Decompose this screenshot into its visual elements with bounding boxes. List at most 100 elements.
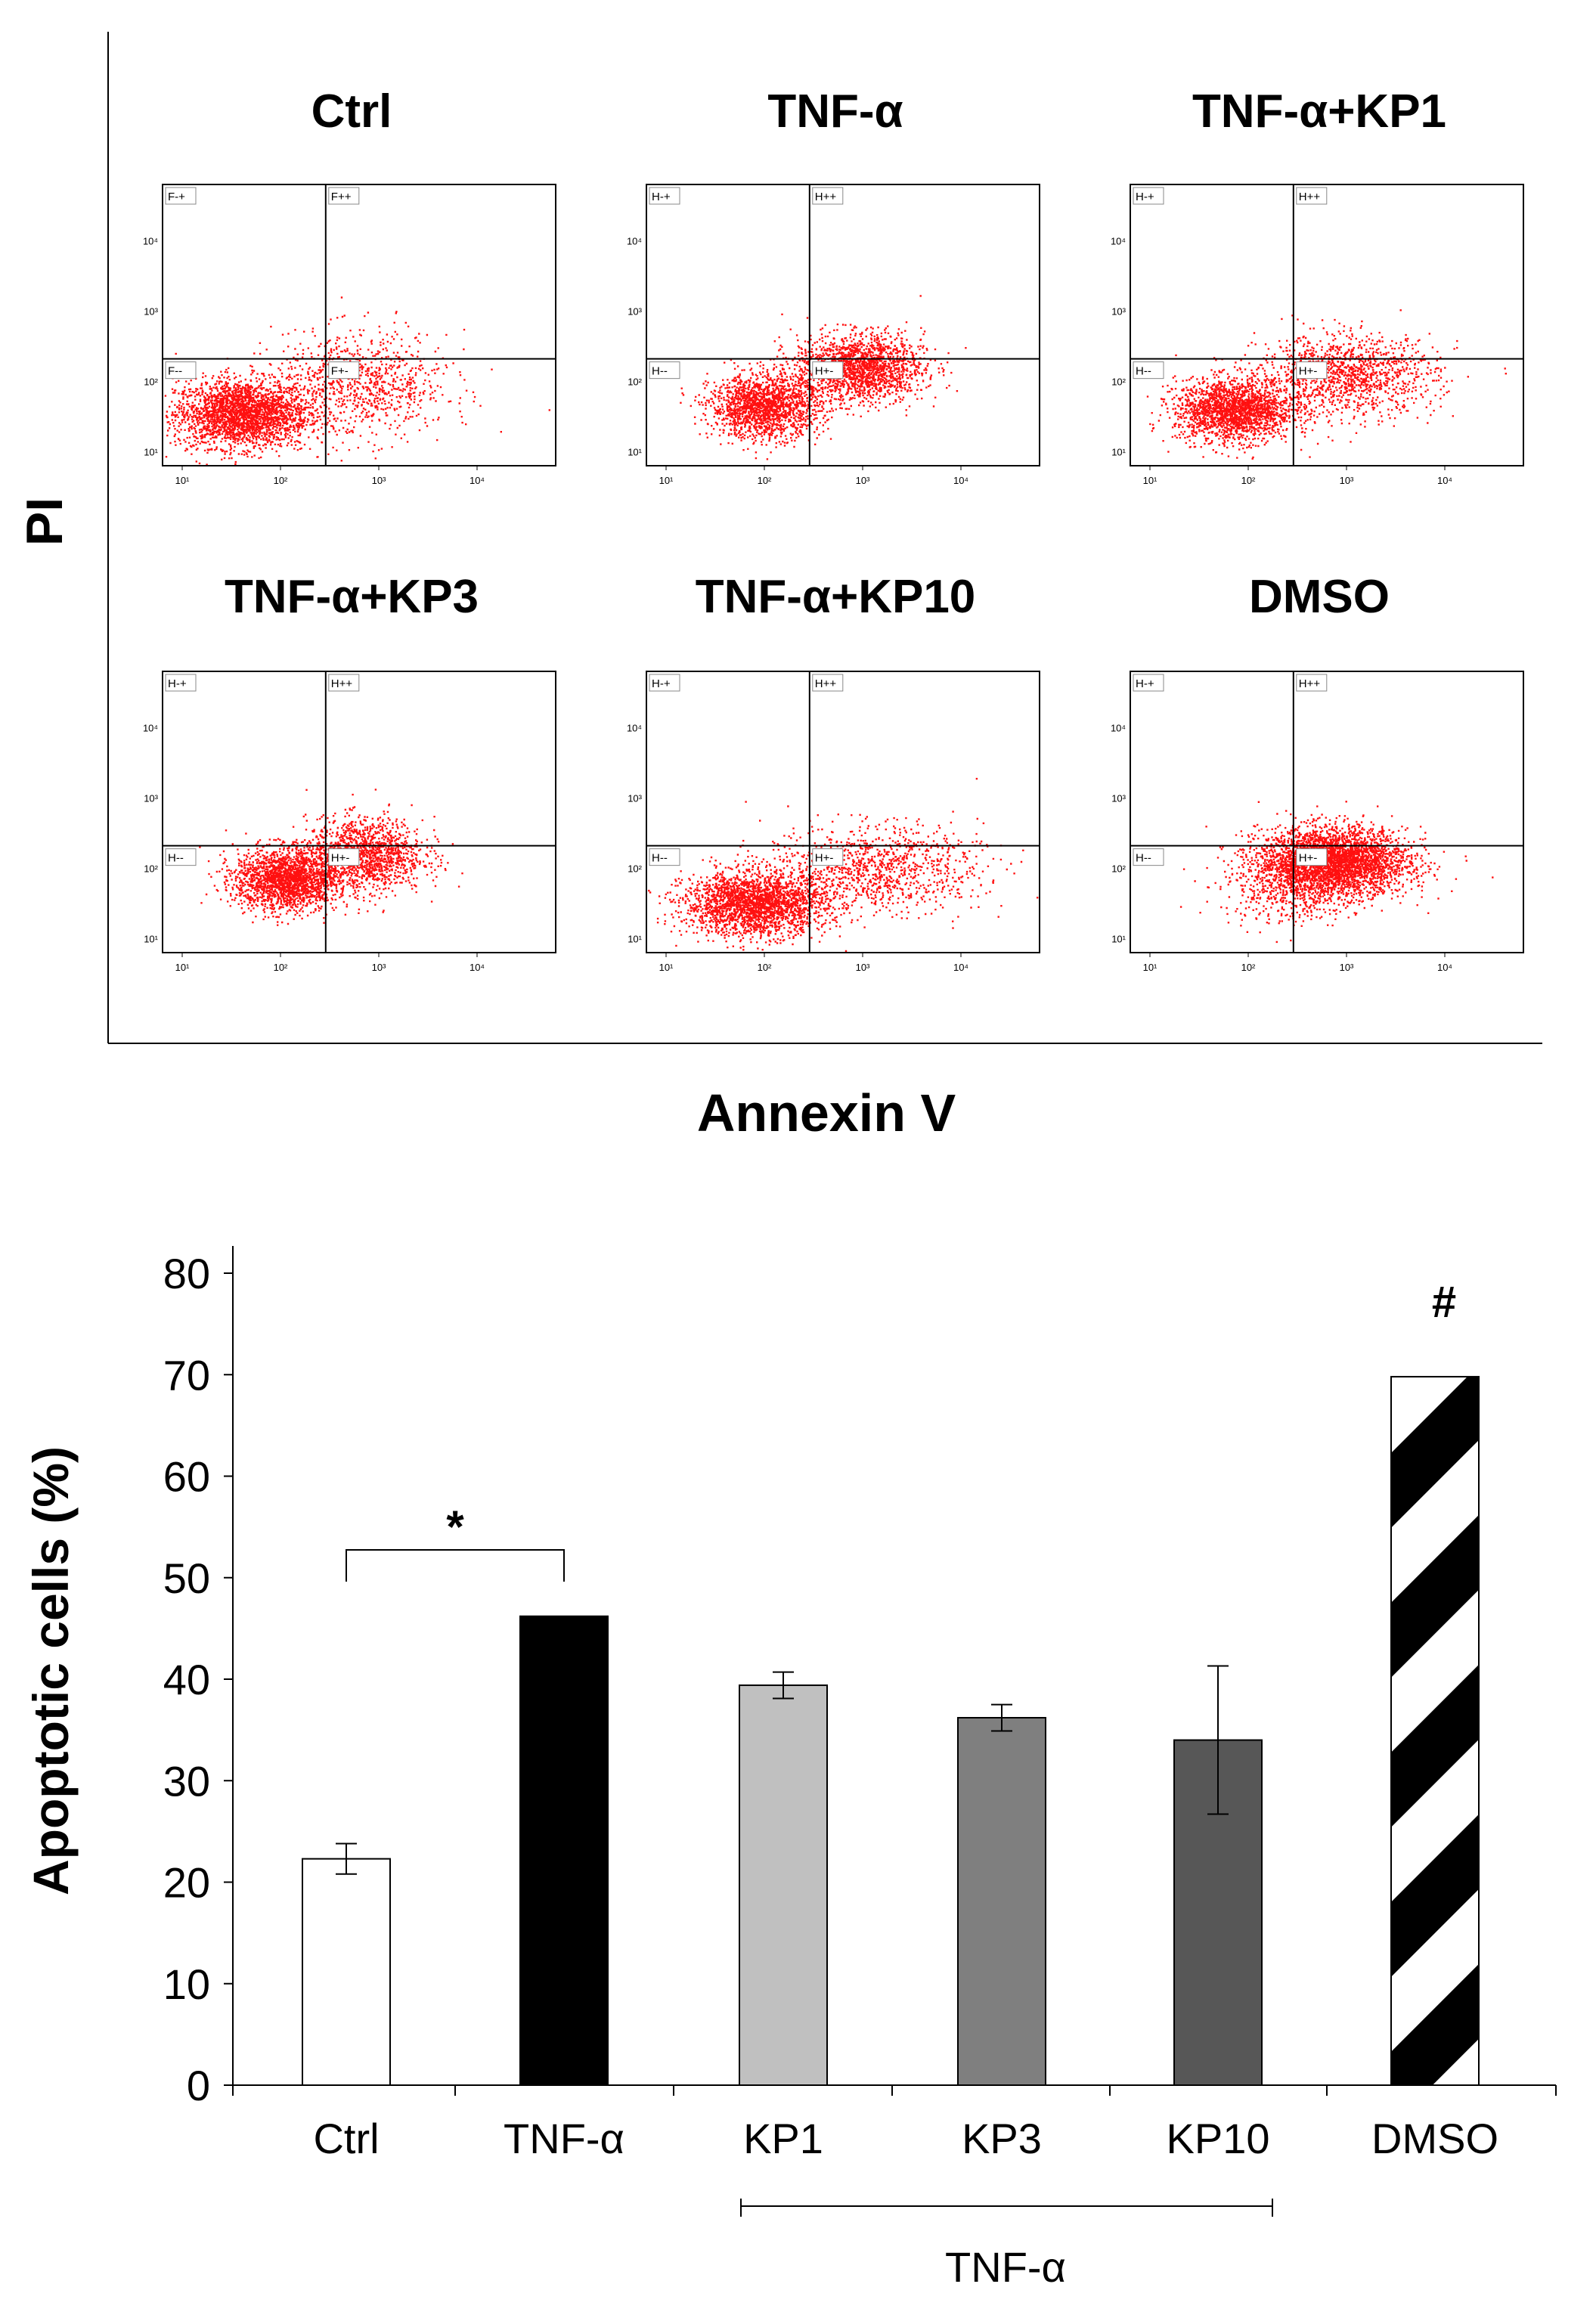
x-tick-label: 10³: [372, 962, 386, 973]
error-bar: [1207, 1665, 1229, 1815]
y-tick-label: 10³: [144, 792, 158, 804]
quadrant-label-box: [1296, 848, 1328, 866]
x-tick-label: 10¹: [659, 475, 674, 486]
x-tick-label: 10²: [758, 475, 772, 486]
x-tick-label: 10³: [856, 962, 870, 973]
y-tick-label: 10²: [628, 863, 642, 874]
plot-frame: [1130, 184, 1524, 466]
quadrant-label-box: [328, 361, 360, 380]
x-tick-label: 10³: [372, 475, 386, 486]
quadrant-label: H--: [652, 365, 668, 378]
y-tick-label: 10⁴: [627, 722, 642, 733]
y-tick-label: 10³: [628, 792, 642, 804]
y-tick-label: 10¹: [144, 446, 158, 457]
scatter-dots: [1133, 309, 1507, 460]
quadrant-label: F--: [168, 365, 182, 378]
plot-frame: [646, 671, 1040, 953]
significance-star: *: [446, 1501, 464, 1552]
x-category-label: Ctrl: [313, 2115, 379, 2162]
y-tick-label: 50: [163, 1554, 210, 1602]
quadrant-label-box: [1133, 361, 1164, 380]
quadrant-label: H++: [1299, 677, 1321, 690]
quadrant-label: H-+: [168, 677, 187, 690]
x-tick-label: 10¹: [175, 962, 190, 973]
quadrant-label-box: [328, 848, 360, 866]
flow-panel: TNF-α+KP10 H-+ H++ H-- H+- 10¹ 10² 10³ 10⁴ 10⁴ 10³…: [627, 571, 1040, 973]
x-tick-label: 10¹: [1143, 475, 1157, 486]
x-tick-label: 10²: [274, 475, 288, 486]
y-tick-label: 10³: [1111, 305, 1126, 317]
y-tick-label: 10²: [1111, 376, 1126, 387]
x-tick-label: 10²: [1241, 962, 1256, 973]
panel-title: DMSO: [1249, 571, 1390, 623]
x-axis-label-annexin: Annexin V: [697, 1083, 956, 1142]
quadrant-label-box: [649, 361, 680, 380]
x-tick-label: 10³: [1340, 475, 1354, 486]
quadrant-label: H+-: [815, 852, 834, 865]
x-tick-label: 10⁴: [470, 475, 485, 486]
y-tick-label: 60: [163, 1453, 210, 1501]
error-bar: [336, 1842, 357, 1875]
quadrant-label-box: [165, 674, 197, 692]
x-tick-label: 10⁴: [953, 475, 968, 486]
group-label: TNF-α: [945, 2243, 1066, 2291]
y-tick-label: 10¹: [144, 933, 158, 944]
y-tick-label: 10²: [1111, 863, 1126, 874]
quadrant-label: H--: [652, 852, 668, 865]
quadrant-label-box: [165, 361, 197, 380]
quadrant-label-box: [1133, 187, 1164, 205]
scatter-dots: [164, 296, 550, 466]
quadrant-label-box: [649, 674, 680, 692]
flow-panel: TNF-α+KP3 H-+ H++ H-- H+- 10¹ 10² 10³ 10⁴ 10⁴ 10³ 1…: [143, 571, 556, 973]
x-category-label: KP10: [1167, 2115, 1270, 2162]
quadrant-label-box: [165, 187, 197, 205]
bar-chart-ylabel: Apoptotic cells (%): [23, 1446, 79, 1895]
quadrant-label-box: [1133, 848, 1164, 866]
quadrant-label: H-+: [652, 677, 671, 690]
significance-bracket: [346, 1549, 565, 1582]
panel-title: TNF-α+KP1: [1192, 85, 1446, 138]
quadrant-label: H+-: [1299, 365, 1318, 378]
dmso-hash-mark: #: [1432, 1278, 1456, 1327]
x-tick-label: 10⁴: [1437, 962, 1452, 973]
y-axis-label-pi: PI: [16, 497, 73, 546]
bar-chart-y-ticks: 0 10 20 30 40 50 60 70 80: [163, 1250, 233, 2109]
quadrant-label: H-+: [1136, 191, 1154, 203]
quadrant-label: H--: [1136, 852, 1151, 865]
scatter-dots: [199, 789, 463, 926]
quadrant-label: H++: [815, 191, 837, 203]
y-tick-label: 10²: [144, 376, 158, 387]
scatter-points: [1133, 309, 1507, 460]
bar-kp1: [739, 1684, 828, 2086]
x-tick-label: 10³: [856, 475, 870, 486]
quadrant-label: H-+: [652, 191, 671, 203]
x-tick-label: 10¹: [1143, 962, 1157, 973]
x-category-label: KP1: [743, 2115, 823, 2162]
x-tick-label: 10⁴: [953, 962, 968, 973]
y-tick-label: 10³: [1111, 792, 1126, 804]
y-tick-label: 10¹: [628, 446, 642, 457]
quadrant-label-box: [1296, 187, 1328, 205]
quadrant-label-box: [812, 361, 844, 380]
quadrant-label-box: [649, 187, 680, 205]
quadrant-label: H--: [168, 852, 184, 865]
y-tick-label: 80: [163, 1250, 210, 1297]
quadrant-label: H--: [1136, 365, 1151, 378]
panel-title: TNF-α+KP3: [225, 571, 479, 623]
x-tick-label: 10⁴: [470, 962, 485, 973]
bar-chart-bars: [302, 1375, 1480, 2087]
y-tick-label: 10³: [628, 305, 642, 317]
flow-panel: Ctrl F-+ F++ F-- F+- 10¹ 10² 10³ 10⁴ 10⁴ 10³ 10² 10¹: [143, 85, 556, 486]
quadrant-label-box: [328, 674, 360, 692]
bar-chart-x-labels: Ctrl TNF-α KP1 KP3 KP10 DMSO: [313, 2115, 1498, 2162]
quadrant-label: H++: [815, 677, 837, 690]
quadrant-label: H+-: [331, 852, 350, 865]
y-tick-label: 30: [163, 1757, 210, 1805]
bar-chart-x-ticks: [232, 2085, 1557, 2096]
error-bar: [991, 1703, 1012, 1732]
y-tick-label: 10¹: [1111, 933, 1126, 944]
flow-panels: Ctrl F-+ F++ F-- F+- 10¹ 10² 10³ 10⁴ 10⁴ 10³ 10² 10¹…: [143, 85, 1524, 973]
quadrant-label-box: [812, 848, 844, 866]
quadrant-label: F-+: [168, 191, 185, 203]
plot-frame: [1130, 671, 1524, 953]
